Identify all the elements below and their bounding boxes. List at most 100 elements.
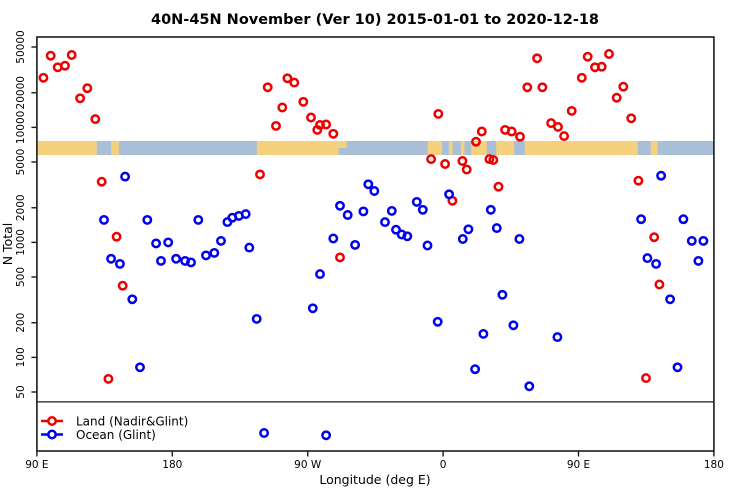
band-land-segment <box>524 141 638 155</box>
data-point-ocean <box>514 234 525 244</box>
data-point-ocean <box>665 294 676 305</box>
data-point-land <box>532 53 543 64</box>
data-point-land <box>506 126 517 137</box>
x-tick-label: 0 <box>440 459 447 471</box>
y-tick-label: 50000 <box>15 30 27 63</box>
land-ocean-map-band <box>36 141 714 155</box>
data-point-ocean <box>417 204 428 215</box>
legend-label: Ocean (Glint) <box>76 428 156 442</box>
x-tick-label: 180 <box>704 459 724 471</box>
data-point-land <box>576 72 587 83</box>
data-point-land <box>633 175 644 186</box>
data-point-land <box>426 154 437 165</box>
data-point-ocean <box>240 209 251 220</box>
data-point-land <box>255 169 265 180</box>
data-point-land <box>289 77 300 88</box>
data-point-ocean <box>251 313 262 324</box>
x-tick-label: 90 W <box>294 459 322 471</box>
chart-title: 40N-45N November (Ver 10) 2015-01-01 to … <box>151 12 599 28</box>
data-point-ocean <box>135 362 145 373</box>
band-land-segment <box>256 141 339 155</box>
chart-legend: Land (Nadir&Glint)Ocean (Glint) <box>41 415 188 442</box>
data-point-ocean <box>478 328 489 339</box>
data-point-ocean <box>186 257 196 268</box>
data-point-ocean <box>422 240 433 251</box>
data-point-land <box>566 105 577 116</box>
data-point-ocean <box>651 258 662 269</box>
data-point-ocean <box>193 214 204 225</box>
band-land-segment <box>460 141 465 155</box>
data-point-ocean <box>411 196 422 207</box>
data-point-ocean <box>432 316 443 327</box>
x-tick-label: 180 <box>162 459 182 471</box>
data-point-land <box>654 279 665 290</box>
data-point-ocean <box>402 231 413 242</box>
data-point-land <box>60 60 70 71</box>
data-point-ocean <box>127 294 138 305</box>
data-point-ocean <box>656 170 667 181</box>
data-point-land <box>476 126 487 137</box>
data-point-land <box>117 280 128 291</box>
data-point-ocean <box>524 381 535 392</box>
data-point-land <box>321 119 332 130</box>
data-point-ocean <box>99 214 109 225</box>
data-point-ocean <box>259 428 270 438</box>
band-land-segment <box>448 141 453 155</box>
data-point-land <box>433 108 444 119</box>
axis-ticks: 50 100 200 500 1000 2000 5000 10000 20000 50000 90… <box>15 30 724 471</box>
data-point-ocean <box>636 214 647 225</box>
data-point-ocean <box>672 362 683 373</box>
data-point-ocean <box>363 179 374 190</box>
data-point-ocean <box>491 223 502 234</box>
data-point-land <box>328 128 339 139</box>
data-point-land <box>641 373 651 384</box>
data-point-land <box>596 61 607 72</box>
data-point-ocean <box>216 235 226 246</box>
data-point-land <box>277 102 288 113</box>
data-point-land <box>45 50 56 61</box>
data-point-land <box>306 112 316 123</box>
y-axis-label: N Total <box>0 223 15 266</box>
data-point-ocean <box>508 320 519 331</box>
band-land-segment <box>111 141 119 155</box>
data-point-land <box>271 120 281 131</box>
data-point-land <box>38 72 49 83</box>
y-tick-label: 50 <box>15 385 27 398</box>
y-tick-label: 5000 <box>15 149 27 176</box>
data-point-land <box>96 176 107 187</box>
band-land-segment <box>650 141 658 155</box>
band-land-segment <box>36 141 97 155</box>
plot-border <box>36 36 715 452</box>
y-tick-label: 200 <box>15 313 27 333</box>
data-point-ocean <box>686 235 697 246</box>
data-point-ocean <box>335 200 345 211</box>
data-point-land <box>282 73 293 84</box>
legend-label: Land (Nadir&Glint) <box>76 415 188 429</box>
data-point-land <box>471 136 481 147</box>
data-point-ocean <box>678 214 689 225</box>
data-point-land <box>90 114 101 125</box>
data-point-ocean <box>391 224 401 235</box>
band-land-segment <box>427 141 443 155</box>
data-point-ocean <box>201 250 211 261</box>
data-point-land <box>440 159 451 169</box>
data-point-land <box>611 92 622 103</box>
data-point-land <box>298 96 309 107</box>
data-point-land <box>262 82 273 93</box>
data-point-ocean <box>163 237 174 248</box>
data-point-ocean <box>350 239 361 250</box>
data-point-land <box>546 118 557 129</box>
x-tick-label: 90 E <box>25 459 48 471</box>
data-point-ocean <box>156 255 166 266</box>
data-point-ocean <box>358 206 369 217</box>
data-point-ocean <box>693 255 704 266</box>
data-point-land <box>553 121 563 132</box>
data-point-ocean <box>106 253 117 264</box>
data-point-ocean <box>444 189 455 200</box>
data-point-land <box>626 113 637 124</box>
data-point-land <box>461 164 472 175</box>
data-point-ocean <box>342 210 353 220</box>
data-point-ocean <box>485 204 496 215</box>
data-point-land <box>493 181 504 192</box>
